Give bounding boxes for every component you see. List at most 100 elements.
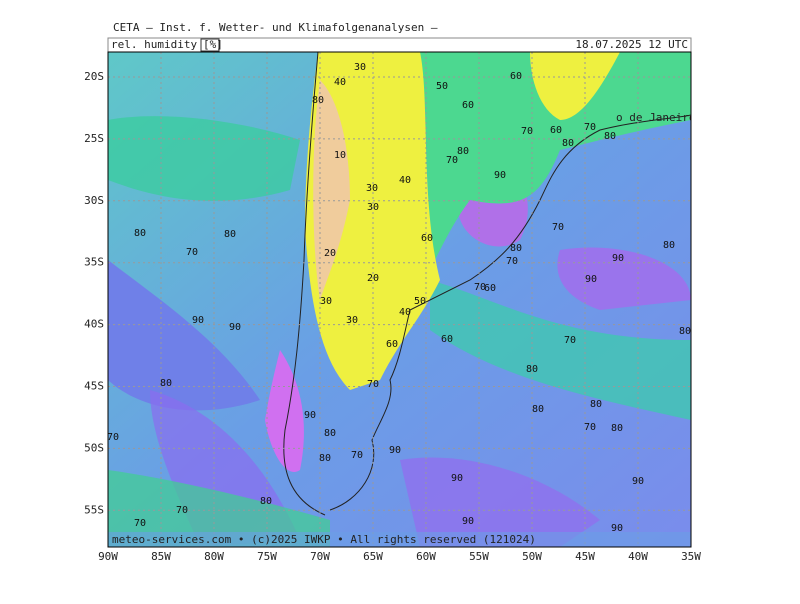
valid-time: 18.07.2025 12 UTC	[575, 38, 688, 51]
contour-label: 60	[421, 233, 433, 244]
lat-label: 20S	[84, 70, 104, 83]
contour-label: 20	[324, 248, 336, 259]
contour-label: 80	[160, 378, 172, 389]
contour-label: 90	[389, 445, 401, 456]
contour-label: 30	[367, 202, 379, 213]
lon-label: 80W	[204, 550, 224, 563]
contour-label: 80	[679, 326, 691, 337]
land-very-dry	[313, 80, 350, 300]
contour-label: 90	[451, 473, 463, 484]
lat-label: 40S	[84, 318, 104, 331]
contour-label: 40	[399, 307, 411, 318]
lat-label: 25S	[84, 132, 104, 145]
field-name: rel. humidity	[111, 38, 197, 51]
footer: meteo-services.com • (c)2025 IWKP • All …	[112, 533, 536, 546]
contour-label: 70	[564, 335, 576, 346]
contour-label: 80	[134, 228, 146, 239]
lat-label: 45S	[84, 380, 104, 393]
title: CETA – Inst. f. Wetter- und Klimafolgena…	[113, 21, 438, 34]
place-label: o de Janeiro	[616, 111, 695, 124]
contour-label: 70	[506, 256, 518, 267]
contour-label: 70	[134, 518, 146, 529]
map-area: meteo-services.com • (c)2025 IWKP • All …	[107, 52, 695, 547]
contour-label: 30	[354, 62, 366, 73]
humidity-zone	[557, 247, 691, 310]
contour-label: 80	[319, 453, 331, 464]
footer-bar	[108, 532, 691, 547]
contour-label: 50	[436, 81, 448, 92]
contour-label: 80	[562, 138, 574, 149]
contour-label: 70	[446, 155, 458, 166]
contour-label: 60	[386, 339, 398, 350]
contour-label: 90	[612, 253, 624, 264]
contour-label: 90	[229, 322, 241, 333]
contour-label: 40	[399, 175, 411, 186]
field-unit: [%]	[203, 38, 223, 51]
contour-label: 40	[334, 77, 346, 88]
contour-label: 90	[462, 516, 474, 527]
contour-label: 80	[611, 423, 623, 434]
contour-label: 80	[590, 399, 602, 410]
contour-label: 70	[107, 432, 119, 443]
lon-label: 45W	[575, 550, 595, 563]
contour-label: 80	[663, 240, 675, 251]
contour-label: 10	[334, 150, 346, 161]
lon-label: 85W	[151, 550, 171, 563]
contour-label: 70	[367, 379, 379, 390]
contour-label: 70	[351, 450, 363, 461]
contour-label: 70	[584, 122, 596, 133]
contour-label: 70	[584, 422, 596, 433]
lat-label: 50S	[84, 441, 104, 454]
contour-label: 80	[312, 95, 324, 106]
unit-box	[200, 38, 220, 52]
contour-label: 70	[474, 282, 486, 293]
lat-label: 55S	[84, 503, 104, 516]
contour-label: 80	[604, 131, 616, 142]
contour-label: 70	[552, 222, 564, 233]
lon-label: 40W	[628, 550, 648, 563]
contour-label: 50	[414, 296, 426, 307]
humidity-zone	[265, 350, 304, 472]
contour-label: 70	[176, 505, 188, 516]
lon-label: 90W	[98, 550, 118, 563]
contour-label: 70	[521, 126, 533, 137]
contour-label: 80	[532, 404, 544, 415]
lat-label: 30S	[84, 194, 104, 207]
graticule	[108, 52, 691, 547]
contour-label: 60	[550, 125, 562, 136]
contour-label: 30	[320, 296, 332, 307]
lon-label: 65W	[363, 550, 383, 563]
map-frame	[107, 51, 692, 548]
contour-label: 80	[510, 243, 522, 254]
lon-label: 75W	[257, 550, 277, 563]
lon-label: 35W	[681, 550, 701, 563]
contour-label: 80	[457, 146, 469, 157]
contour-label: 60	[484, 283, 496, 294]
contour-label: 70	[186, 247, 198, 258]
humidity-zone	[108, 116, 300, 201]
humidity-zone	[108, 470, 330, 547]
coastline	[283, 52, 691, 516]
contour-label: 80	[526, 364, 538, 375]
axis-labels: 20S 25S 30S 35S 40S 45S 50S 55S 90W 85W 80W 75W 70W 6…	[84, 70, 701, 563]
contour-label: 80	[224, 229, 236, 240]
contour-label: 60	[510, 71, 522, 82]
contour-label: 60	[462, 100, 474, 111]
lon-label: 50W	[522, 550, 542, 563]
contour-label: 90	[611, 523, 623, 534]
contour-label: 30	[346, 315, 358, 326]
contour-label: 90	[632, 476, 644, 487]
contour-label: 80	[324, 428, 336, 439]
contour-label: 80	[260, 496, 272, 507]
humidity-zone	[108, 260, 260, 411]
contour-label: 30	[366, 183, 378, 194]
land-dry	[530, 52, 620, 120]
lon-label: 70W	[310, 550, 330, 563]
land-humid	[400, 52, 691, 320]
humidity-zone	[400, 457, 600, 547]
contour-label: 20	[367, 273, 379, 284]
contour-label: 90	[304, 410, 316, 421]
contour-label: 60	[441, 334, 453, 345]
